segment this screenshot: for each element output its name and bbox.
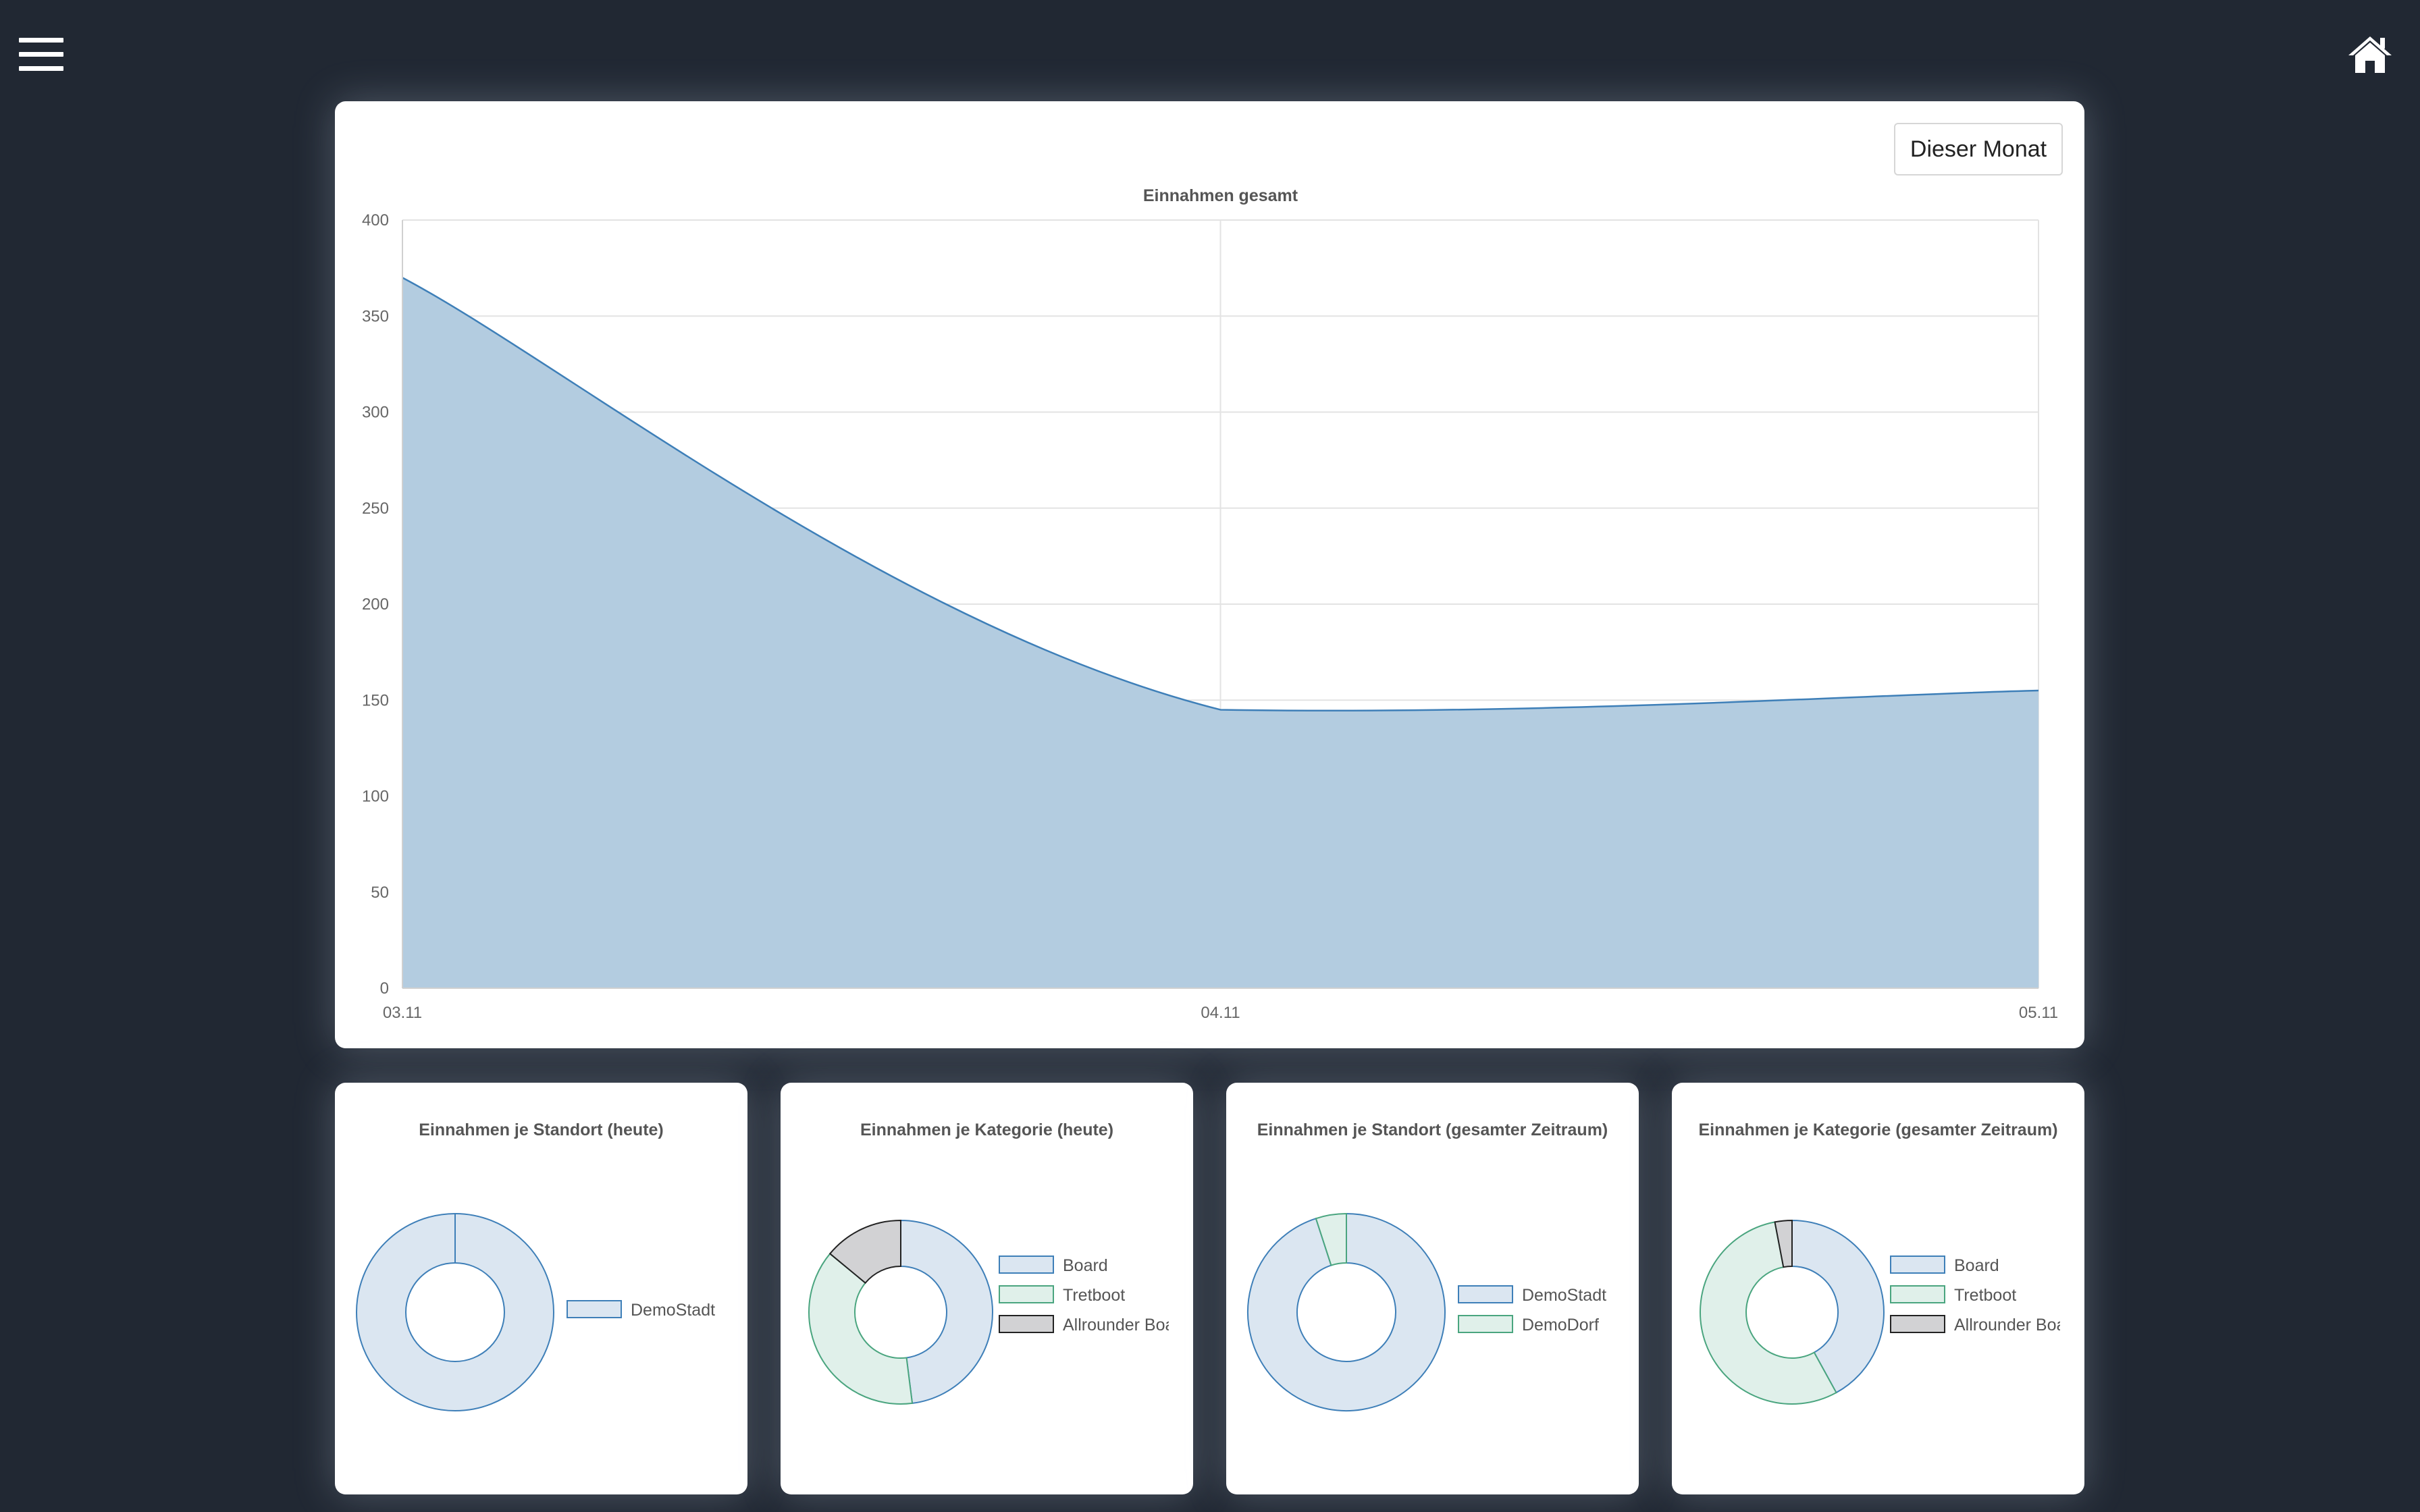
revenue-by-location-total-chart: Einnahmen je Standort (gesamter Zeitraum…	[1247, 1120, 1608, 1411]
home-icon	[2348, 36, 2392, 73]
legend-label[interactable]: DemoStadt	[1522, 1286, 1606, 1305]
y-tick-label: 0	[380, 979, 389, 998]
legend-label[interactable]: Tretboot	[1063, 1286, 1125, 1305]
legend-label[interactable]: Board	[1954, 1256, 1999, 1275]
legend-swatch[interactable]	[1890, 1315, 1945, 1333]
legend-label[interactable]: Allrounder Boar	[1063, 1316, 1180, 1334]
legend-label[interactable]: DemoStadt	[631, 1301, 715, 1320]
area-line	[402, 277, 2039, 712]
donut-slice-tretboot[interactable]	[1700, 1221, 1837, 1405]
legend-swatch[interactable]	[1458, 1285, 1513, 1303]
revenue-by-category-total-chart: Einnahmen je Kategorie (gesamter Zeitrau…	[1698, 1120, 2072, 1405]
chart-legend: Board Tretboot Allrounder Boar	[1890, 1256, 2072, 1334]
legend-swatch[interactable]	[999, 1285, 1054, 1303]
y-tick-label: 100	[362, 788, 389, 806]
revenue-by-location-total-card: Einnahmen je Standort (gesamter Zeitraum…	[1226, 1083, 1639, 1494]
revenue-by-category-total-card: Einnahmen je Kategorie (gesamter Zeitrau…	[1672, 1083, 2084, 1494]
menu-bar	[19, 38, 63, 43]
chart-title: Einnahmen je Standort (gesamter Zeitraum…	[1257, 1120, 1608, 1139]
donut-slice-allrounder-boar[interactable]	[828, 1219, 901, 1285]
y-tick-label: 150	[362, 691, 389, 709]
legend-swatch[interactable]	[1890, 1256, 1945, 1274]
chart-title: Einnahmen je Standort (heute)	[419, 1120, 664, 1139]
x-tick-label: 04.11	[1201, 1004, 1240, 1022]
legend-swatch[interactable]	[999, 1256, 1054, 1274]
legend-label[interactable]: Tretboot	[1954, 1286, 2016, 1305]
donut-slice-board[interactable]	[1791, 1219, 1885, 1394]
y-tick-label: 300	[362, 404, 389, 422]
legend-swatch[interactable]	[1890, 1285, 1945, 1303]
chart-title: Einnahmen gesamt	[1143, 186, 1298, 205]
total-revenue-chart: Einnahmen gesamt 0 50 100 150 200 250 300 350 400…	[362, 186, 2058, 1022]
chart-title: Einnahmen je Kategorie (gesamter Zeitrau…	[1698, 1120, 2057, 1139]
home-button[interactable]	[2347, 34, 2393, 74]
y-tick-label: 350	[362, 307, 389, 325]
menu-bar	[19, 52, 63, 57]
x-tick-label: 03.11	[383, 1004, 422, 1022]
period-select-button[interactable]: Dieser Monat	[1894, 123, 2063, 176]
chart-legend: DemoStadt DemoDorf	[1458, 1285, 1606, 1334]
donut-slice-demostadt[interactable]	[355, 1213, 555, 1411]
donut-slice-allrounder-boar[interactable]	[1774, 1219, 1793, 1268]
y-tick-label: 250	[362, 500, 389, 518]
y-tick-label: 50	[371, 884, 389, 902]
chart-legend: Board Tretboot Allrounder Boar	[999, 1256, 1180, 1334]
donut-slice-demostadt[interactable]	[1247, 1212, 1446, 1411]
legend-swatch[interactable]	[999, 1315, 1054, 1333]
donut-slice-demodorf[interactable]	[1315, 1212, 1347, 1266]
area-fill	[402, 277, 2038, 989]
revenue-by-category-today-chart: Einnahmen je Kategorie (heute) Board Tretb…	[808, 1120, 1180, 1405]
legend-swatch[interactable]	[567, 1300, 622, 1318]
x-tick-label: 05.11	[2019, 1004, 2058, 1022]
legend-swatch[interactable]	[1458, 1315, 1513, 1333]
chart-title: Einnahmen je Kategorie (heute)	[860, 1120, 1113, 1139]
donut-slice-tretboot[interactable]	[808, 1252, 914, 1405]
donut-slice-board[interactable]	[900, 1219, 993, 1405]
y-tick-label: 200	[362, 595, 389, 614]
menu-bar	[19, 66, 63, 71]
y-tick-label: 400	[362, 211, 389, 230]
chart-legend: DemoStadt	[567, 1300, 715, 1320]
legend-label[interactable]: DemoDorf	[1522, 1316, 1599, 1334]
legend-label[interactable]: Allrounder Boar	[1954, 1316, 2072, 1334]
revenue-by-location-today-chart: Einnahmen je Standort (heute) DemoStadt	[355, 1120, 715, 1411]
revenue-by-location-today-card: Einnahmen je Standort (heute) DemoStadt	[335, 1083, 747, 1494]
hamburger-menu-button[interactable]	[19, 38, 63, 72]
revenue-by-category-today-card: Einnahmen je Kategorie (heute) Board Tretb…	[781, 1083, 1193, 1494]
legend-label[interactable]: Board	[1063, 1256, 1108, 1275]
total-revenue-card: Dieser Monat Einnahmen gesamt 0 50 100 150 20…	[335, 101, 2084, 1048]
